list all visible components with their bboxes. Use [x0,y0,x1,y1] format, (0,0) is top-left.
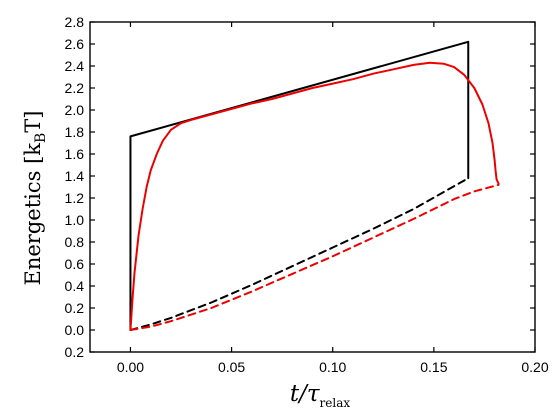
x-tick-label: 0.05 [218,359,245,375]
y-tick-label: 2.2 [65,80,85,96]
y-tick-label: 0.8 [65,234,85,250]
x-axis-title: t/τrelax [290,381,351,410]
y-tick-label: 0.6 [65,256,85,272]
y-tick-label: 1.0 [65,212,85,228]
x-tick-label: 0.00 [117,359,144,375]
series-line-2 [129,61,500,331]
plot-frame [89,21,536,353]
y-tick-label: 0.2 [65,344,85,360]
y-tick-label: 1.4 [65,168,85,184]
y-tick-label: 0.0 [65,322,85,338]
y-tick-label: 2.4 [65,58,85,74]
y-tick-label: 0.4 [65,278,85,294]
y-tick-label: 0.2 [65,300,85,316]
plot-lines [129,40,500,331]
y-tick-label: 1.2 [65,190,85,206]
x-tick-label: 0.15 [420,359,447,375]
x-tick-label: 0.10 [319,359,346,375]
axis-ticks: 0.2 0.0 0.2 0.4 0.6 0.8 1.0 1.2 1.4 1.6 1.8 2.0 2.2 2… [65,14,549,375]
x-tick-label: 0.20 [521,359,548,375]
y-tick-label: 2.8 [65,14,85,30]
series-line-4 [129,183,500,331]
y-tick-label: 2.6 [65,36,85,52]
y-tick-label: 1.6 [65,146,85,162]
series-line-3 [129,177,470,331]
y-tick-label: 1.8 [65,124,85,140]
y-tick-label: 2.0 [65,102,85,118]
series-line-1 [129,40,470,331]
y-axis-title: Energetics [kBT] [21,111,49,286]
